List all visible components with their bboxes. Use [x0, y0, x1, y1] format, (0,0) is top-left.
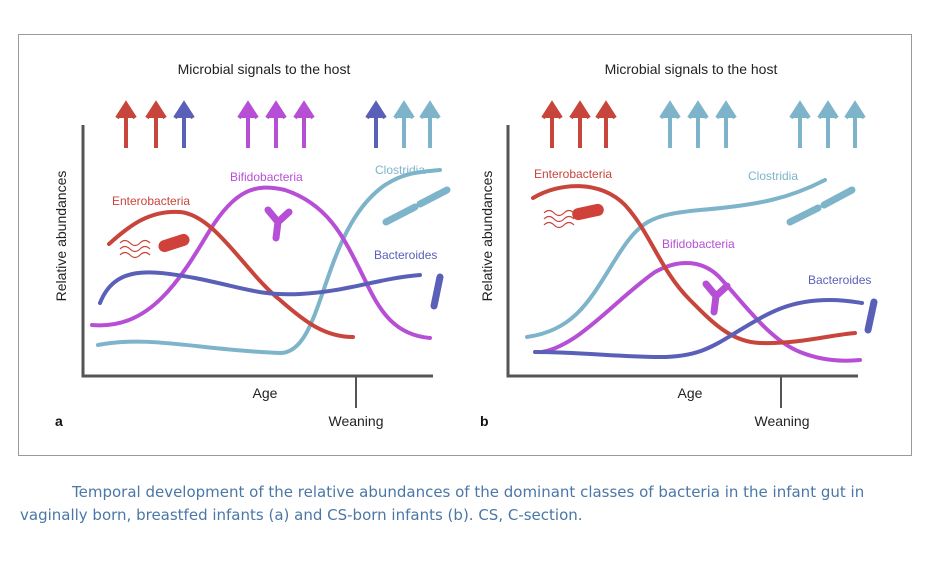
bacteroides-rod-icon	[864, 298, 878, 334]
up-arrow-icon	[265, 100, 287, 148]
panel-b-heading: Microbial signals to the host	[605, 61, 778, 77]
panel-b: Microbial signals to the host Relative a…	[479, 61, 878, 429]
caption-letter-a: a	[274, 506, 284, 524]
panel-b-bifidobacteria-curve	[540, 260, 862, 363]
caption-letter-b: b	[453, 506, 463, 524]
panel-a: Microbial signals to the host Relative a…	[53, 61, 451, 429]
rod-bacterium-icon	[543, 203, 604, 229]
panel-b-label-enterobacteria: Enterobacteria	[534, 167, 612, 181]
panel-a-label-bifidobacteria: Bifidobacteria	[230, 170, 303, 184]
up-arrow-icon	[293, 100, 315, 148]
y-shaped-bacterium-icon	[702, 280, 731, 316]
panel-b-label-clostridia: Clostridia	[748, 169, 798, 183]
panel-b-letter: b	[480, 413, 489, 429]
up-arrow-icon	[715, 100, 737, 148]
up-arrow-icon	[817, 100, 839, 148]
panel-a-signal-arrows	[115, 100, 441, 148]
panel-b-enterobacteria-curve	[531, 184, 857, 346]
up-arrow-icon	[393, 100, 415, 148]
panel-b-label-bacteroides: Bacteroides	[808, 273, 871, 287]
panel-a-enterobacteria-curve	[107, 209, 355, 339]
panel-a-label-clostridia: Clostridia	[375, 163, 425, 177]
panel-a-bifidobacteria-curve	[90, 185, 432, 340]
chain-bacterium-icon	[382, 186, 451, 226]
panel-a-letter: a	[55, 413, 63, 429]
up-arrow-icon	[844, 100, 866, 148]
up-arrow-icon	[595, 100, 617, 148]
panel-a-x-label: Age	[253, 385, 278, 401]
caption-text-2: ) and CS-born infants (	[283, 506, 454, 524]
y-shaped-bacterium-icon	[264, 206, 293, 242]
panel-b-clostridia-curve	[525, 178, 827, 339]
up-arrow-icon	[789, 100, 811, 148]
up-arrow-icon	[115, 100, 137, 148]
up-arrow-icon	[365, 100, 387, 148]
panel-a-bacteroides-curve	[98, 270, 422, 305]
panel-a-axes	[81, 125, 433, 378]
caption-text-3: ). CS, C-section.	[462, 506, 583, 524]
panel-b-weaning-label: Weaning	[754, 413, 809, 429]
panel-b-bacteroides-curve	[533, 297, 864, 360]
bacteroides-rod-icon	[430, 273, 444, 310]
caption-text-1: Temporal development of the relative abu…	[20, 483, 865, 524]
up-arrow-icon	[659, 100, 681, 148]
up-arrow-icon	[237, 100, 259, 148]
up-arrow-icon	[541, 100, 563, 148]
panel-b-axes	[506, 125, 858, 378]
up-arrow-icon	[145, 100, 167, 148]
panel-b-signal-arrows	[541, 100, 866, 148]
panel-a-label-bacteroides: Bacteroides	[374, 248, 437, 262]
up-arrow-icon	[419, 100, 441, 148]
panel-a-y-label: Relative abundances	[53, 171, 69, 302]
panel-b-y-label: Relative abundances	[479, 171, 495, 302]
up-arrow-icon	[569, 100, 591, 148]
up-arrow-icon	[687, 100, 709, 148]
up-arrow-icon	[173, 100, 195, 148]
panel-a-heading: Microbial signals to the host	[178, 61, 351, 77]
panel-a-weaning-label: Weaning	[328, 413, 383, 429]
panel-b-x-label: Age	[678, 385, 703, 401]
figure-caption: Temporal development of the relative abu…	[20, 481, 920, 527]
chain-bacterium-icon	[786, 186, 856, 226]
panel-a-label-enterobacteria: Enterobacteria	[112, 194, 190, 208]
panel-b-label-bifidobacteria: Bifidobacteria	[662, 237, 735, 251]
rod-bacterium-icon	[119, 233, 190, 259]
